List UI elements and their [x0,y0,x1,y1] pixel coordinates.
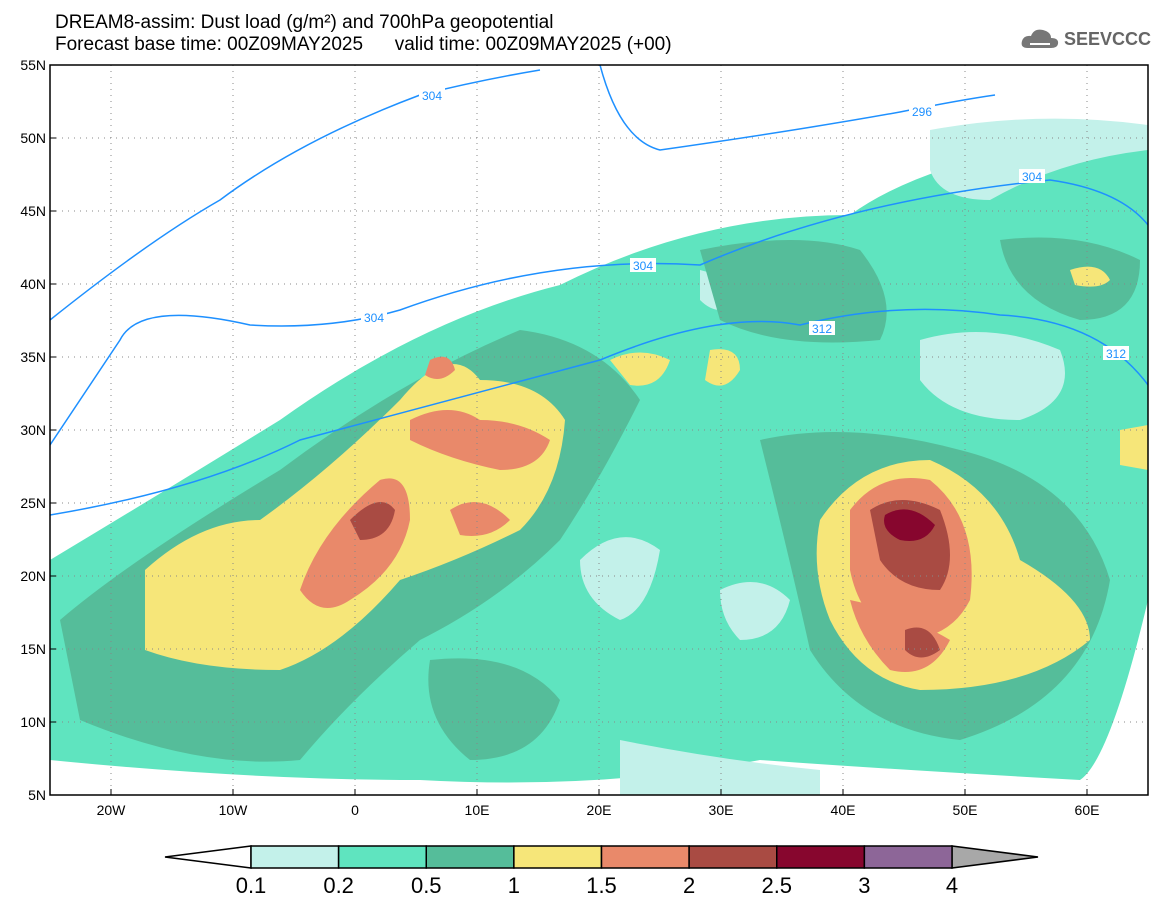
contour-label: 312 [812,322,832,336]
colorbar-label: 1.5 [586,873,617,898]
seevccc-logo: SEEVCCC [1020,26,1151,52]
colorbar-under-arrow [164,845,252,869]
lat-tick-label: 5N [28,787,46,803]
contour-label-bg [909,104,935,118]
chart-subtitle: Forecast base time: 00Z09MAY2025 valid t… [55,34,672,55]
lat-tick-label: 50N [20,130,46,146]
cloud-icon [1021,29,1059,48]
colorbar-swatch [776,845,866,869]
dust-2.5 [884,509,935,541]
colorbar-label: 1 [508,873,520,898]
colorbar-label: 2.5 [761,873,792,898]
lat-tick-label: 15N [20,641,46,657]
dust-fields: 304 296 304 304 304 312 312 [50,65,1148,795]
lon-tick-label: 0 [351,802,359,818]
colorbar-label: 0.1 [236,873,267,898]
colorbar-label: 0.2 [323,873,354,898]
colorbar-swatch [425,845,515,869]
lon-tick-label: 50E [953,802,978,818]
lon-tick-label: 30E [709,802,734,818]
chart-title: DREAM8-assim: Dust load (g/m²) and 700hP… [55,12,554,33]
contour-label: 304 [422,89,442,103]
contour-label-bg [1103,346,1129,360]
lat-tick-label: 55N [20,57,46,73]
colorbar-swatch [513,845,603,869]
geopotential-contours [50,65,1148,516]
lat-tick-label: 30N [20,422,46,438]
contour-label-bg [361,310,387,324]
dust-1.5 [300,356,972,672]
lon-tick-label: 10E [465,802,490,818]
colorbar-label: 4 [946,873,958,898]
contour-label-bg [1019,169,1045,183]
colorbar-label: 0.5 [411,873,442,898]
colorbar-label: 2 [683,873,695,898]
lat-tick-label: 20N [20,568,46,584]
lon-tick-label: 20E [587,802,612,818]
lat-tick-label: 45N [20,203,46,219]
lat-tick-label: 10N [20,714,46,730]
contour-label-bg [809,321,835,335]
colorbar-swatch [250,845,340,869]
contour-label: 304 [364,311,384,325]
lon-tick-label: 40E [831,802,856,818]
lat-tick-label: 35N [20,349,46,365]
lat-tick-label: 40N [20,276,46,292]
contour-label: 304 [633,259,653,273]
colorbar-label: 3 [858,873,870,898]
contour-label: 304 [1022,170,1042,184]
contour-label: 312 [1106,347,1126,361]
lon-tick-label: 60E [1075,802,1100,818]
colorbar-swatch [600,845,690,869]
lon-tick-label: 10W [219,802,249,818]
colorbar-swatch [863,845,953,869]
colorbar: 0.1 0.2 0.5 1 1.5 2 2.5 3 4 [164,845,1039,898]
contour-label: 296 [912,105,932,119]
colorbar-over-arrow [951,845,1039,869]
contour-label-bg [419,88,445,102]
logo-text: SEEVCCC [1063,28,1151,49]
contour-label-bg [630,258,656,272]
colorbar-swatch [688,845,778,869]
colorbar-swatch [337,845,427,869]
lon-tick-label: 20W [97,802,127,818]
lat-tick-label: 25N [20,495,46,511]
